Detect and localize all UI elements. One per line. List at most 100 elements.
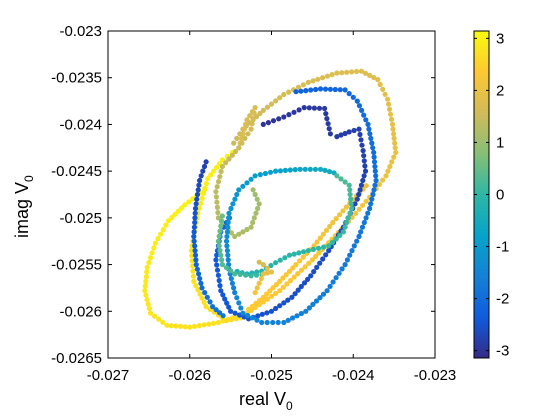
scatter-point	[323, 111, 329, 117]
scatter-point	[215, 210, 221, 216]
scatter-point	[155, 236, 161, 242]
scatter-point	[244, 117, 250, 123]
scatter-point	[264, 319, 270, 326]
scatter-point	[338, 176, 344, 182]
scatter-point	[380, 86, 386, 92]
scatter-point	[307, 166, 313, 172]
scatter-point	[290, 315, 296, 321]
scatter-point	[228, 308, 234, 314]
scatter-point	[252, 191, 258, 198]
scatter-point	[316, 105, 323, 111]
scatter-point	[359, 107, 365, 113]
scatter-point	[370, 145, 376, 151]
scatter-point	[257, 172, 263, 178]
scatter-point	[244, 180, 250, 186]
scatter-point	[191, 323, 198, 329]
scatter-point	[260, 294, 266, 300]
scatter-point	[298, 310, 304, 317]
scatter-point	[245, 312, 251, 319]
scatter-point	[215, 215, 221, 221]
scatter-point	[178, 323, 184, 329]
scatter-point	[232, 233, 238, 240]
scatter-point	[317, 295, 323, 301]
scatter-point	[293, 262, 299, 268]
scatter-point	[146, 306, 152, 312]
scatter-point	[281, 319, 287, 326]
scatter-point	[268, 101, 275, 107]
scatter-point	[231, 285, 237, 291]
y-tick-label: -0.0235	[51, 70, 102, 87]
scatter-point	[160, 319, 166, 325]
scatter-point	[346, 129, 352, 135]
scatter-point	[223, 160, 229, 166]
scatter-point	[191, 229, 197, 235]
scatter-point	[202, 290, 208, 296]
scatter-point	[367, 131, 373, 137]
scatter-point	[342, 87, 348, 93]
scatter-point	[164, 322, 170, 328]
scatter-point	[215, 272, 221, 278]
scatter-point	[339, 266, 345, 272]
scatter-point	[186, 199, 192, 205]
scatter-point	[226, 215, 232, 221]
scatter-point	[277, 95, 283, 101]
scatter-point	[229, 152, 235, 158]
scatter-point	[286, 112, 292, 118]
scatter-point	[238, 305, 244, 311]
scatter-point	[330, 279, 336, 285]
scatter-point	[342, 262, 348, 268]
scatter-point	[385, 96, 391, 102]
scatter-point	[277, 288, 283, 294]
scatter-point	[301, 249, 307, 255]
scatter-point	[146, 259, 152, 266]
scatter-point	[173, 323, 179, 329]
scatter-point	[359, 142, 365, 148]
scatter-point	[324, 288, 330, 294]
colorbar-tick-label: -2	[496, 291, 509, 308]
scatter-point	[191, 238, 197, 244]
scatter-point	[273, 282, 279, 288]
scatter-point	[222, 296, 228, 302]
scatter-point	[347, 191, 353, 198]
scatter-point	[361, 153, 367, 159]
scatter-point	[234, 135, 240, 141]
scatter-point	[372, 163, 378, 170]
scatter-point	[192, 243, 198, 249]
scatter-point	[192, 210, 198, 216]
scatter-point	[147, 255, 154, 261]
scatter-point	[191, 224, 197, 230]
scatter-point	[218, 168, 224, 175]
scatter-point	[248, 273, 254, 279]
scatter-point	[224, 243, 230, 249]
scatter-point	[188, 248, 194, 254]
scatter-point	[353, 68, 360, 75]
scatter-point	[144, 264, 150, 270]
scatter-point	[320, 75, 326, 81]
scatter-point	[303, 308, 309, 314]
scatter-point	[156, 316, 162, 322]
scatter-point	[317, 235, 323, 241]
scatter-point	[305, 276, 311, 282]
scatter-point	[334, 173, 340, 179]
scatter-point	[344, 257, 350, 263]
scatter-point	[369, 196, 375, 202]
scatter-point	[320, 291, 327, 297]
scatter-point	[276, 116, 282, 122]
scatter-point	[366, 126, 372, 132]
scatter-point	[306, 105, 312, 111]
scatter-point	[358, 137, 364, 143]
scatter-point	[387, 111, 394, 117]
scatter-point	[361, 112, 367, 118]
scatter-point	[310, 246, 316, 252]
scatter-point	[362, 168, 369, 174]
scatter-point	[214, 199, 220, 205]
scatter-point	[314, 239, 320, 245]
scatter-point	[344, 69, 350, 75]
scatter-point	[197, 276, 203, 282]
scatter-point	[243, 272, 249, 278]
scatter-point	[194, 196, 200, 202]
y-tick-label: -0.0265	[51, 350, 102, 367]
scatter-point	[298, 88, 304, 94]
scatter-point	[290, 265, 296, 271]
scatter-point	[365, 210, 371, 216]
